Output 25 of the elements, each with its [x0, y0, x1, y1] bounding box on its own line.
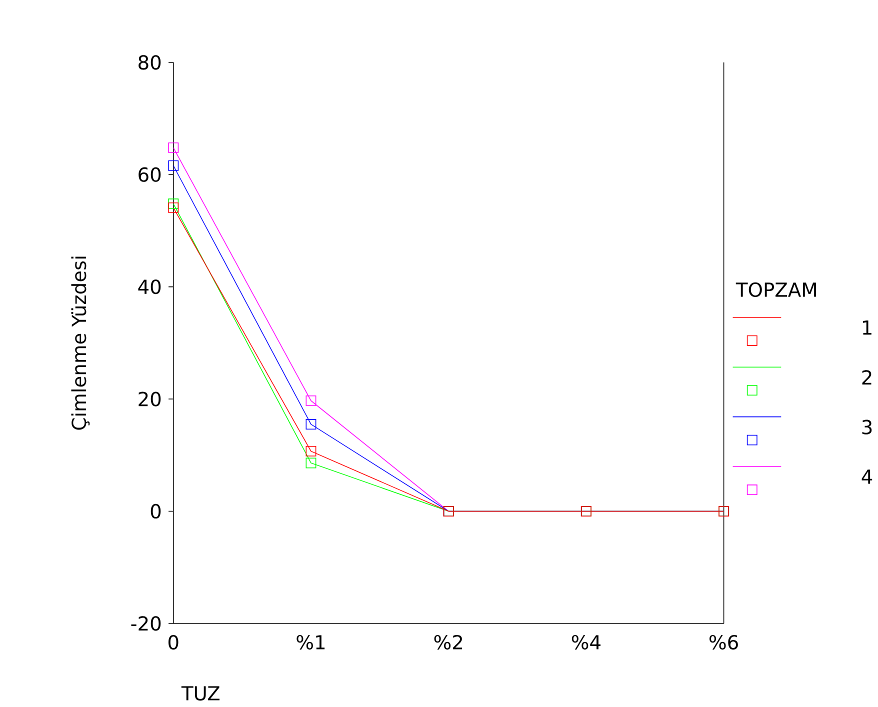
- x-tick-label: 0: [168, 634, 178, 650]
- y-tick-label: 80: [138, 55, 161, 70]
- x-axis-title: TUZ: [181, 686, 220, 701]
- y-tick-label: -20: [131, 616, 161, 631]
- text: 4: [862, 470, 872, 484]
- text: 1: [862, 320, 872, 335]
- x-tick-label: %2: [434, 634, 462, 650]
- y-tick-label: 60: [138, 167, 161, 182]
- point: [306, 446, 316, 456]
- point: [168, 142, 179, 153]
- legend-title: TOPZAM: [736, 282, 816, 297]
- point: [306, 458, 316, 468]
- text: 3: [862, 420, 872, 434]
- y-tick-label: 0: [150, 504, 161, 519]
- text: 2: [862, 370, 872, 384]
- x-tick-label: %4: [572, 634, 600, 650]
- y-axis-title: Çimlenme Yüzdesi: [71, 256, 90, 430]
- point: [306, 395, 316, 406]
- y-tick-label: 20: [138, 392, 161, 406]
- x-tick-label: %1: [296, 634, 325, 650]
- x-tick-label: %6: [710, 634, 738, 650]
- point: [168, 160, 179, 171]
- y-tick-label: 40: [138, 279, 161, 294]
- point: [306, 419, 316, 430]
- point: [168, 202, 179, 213]
